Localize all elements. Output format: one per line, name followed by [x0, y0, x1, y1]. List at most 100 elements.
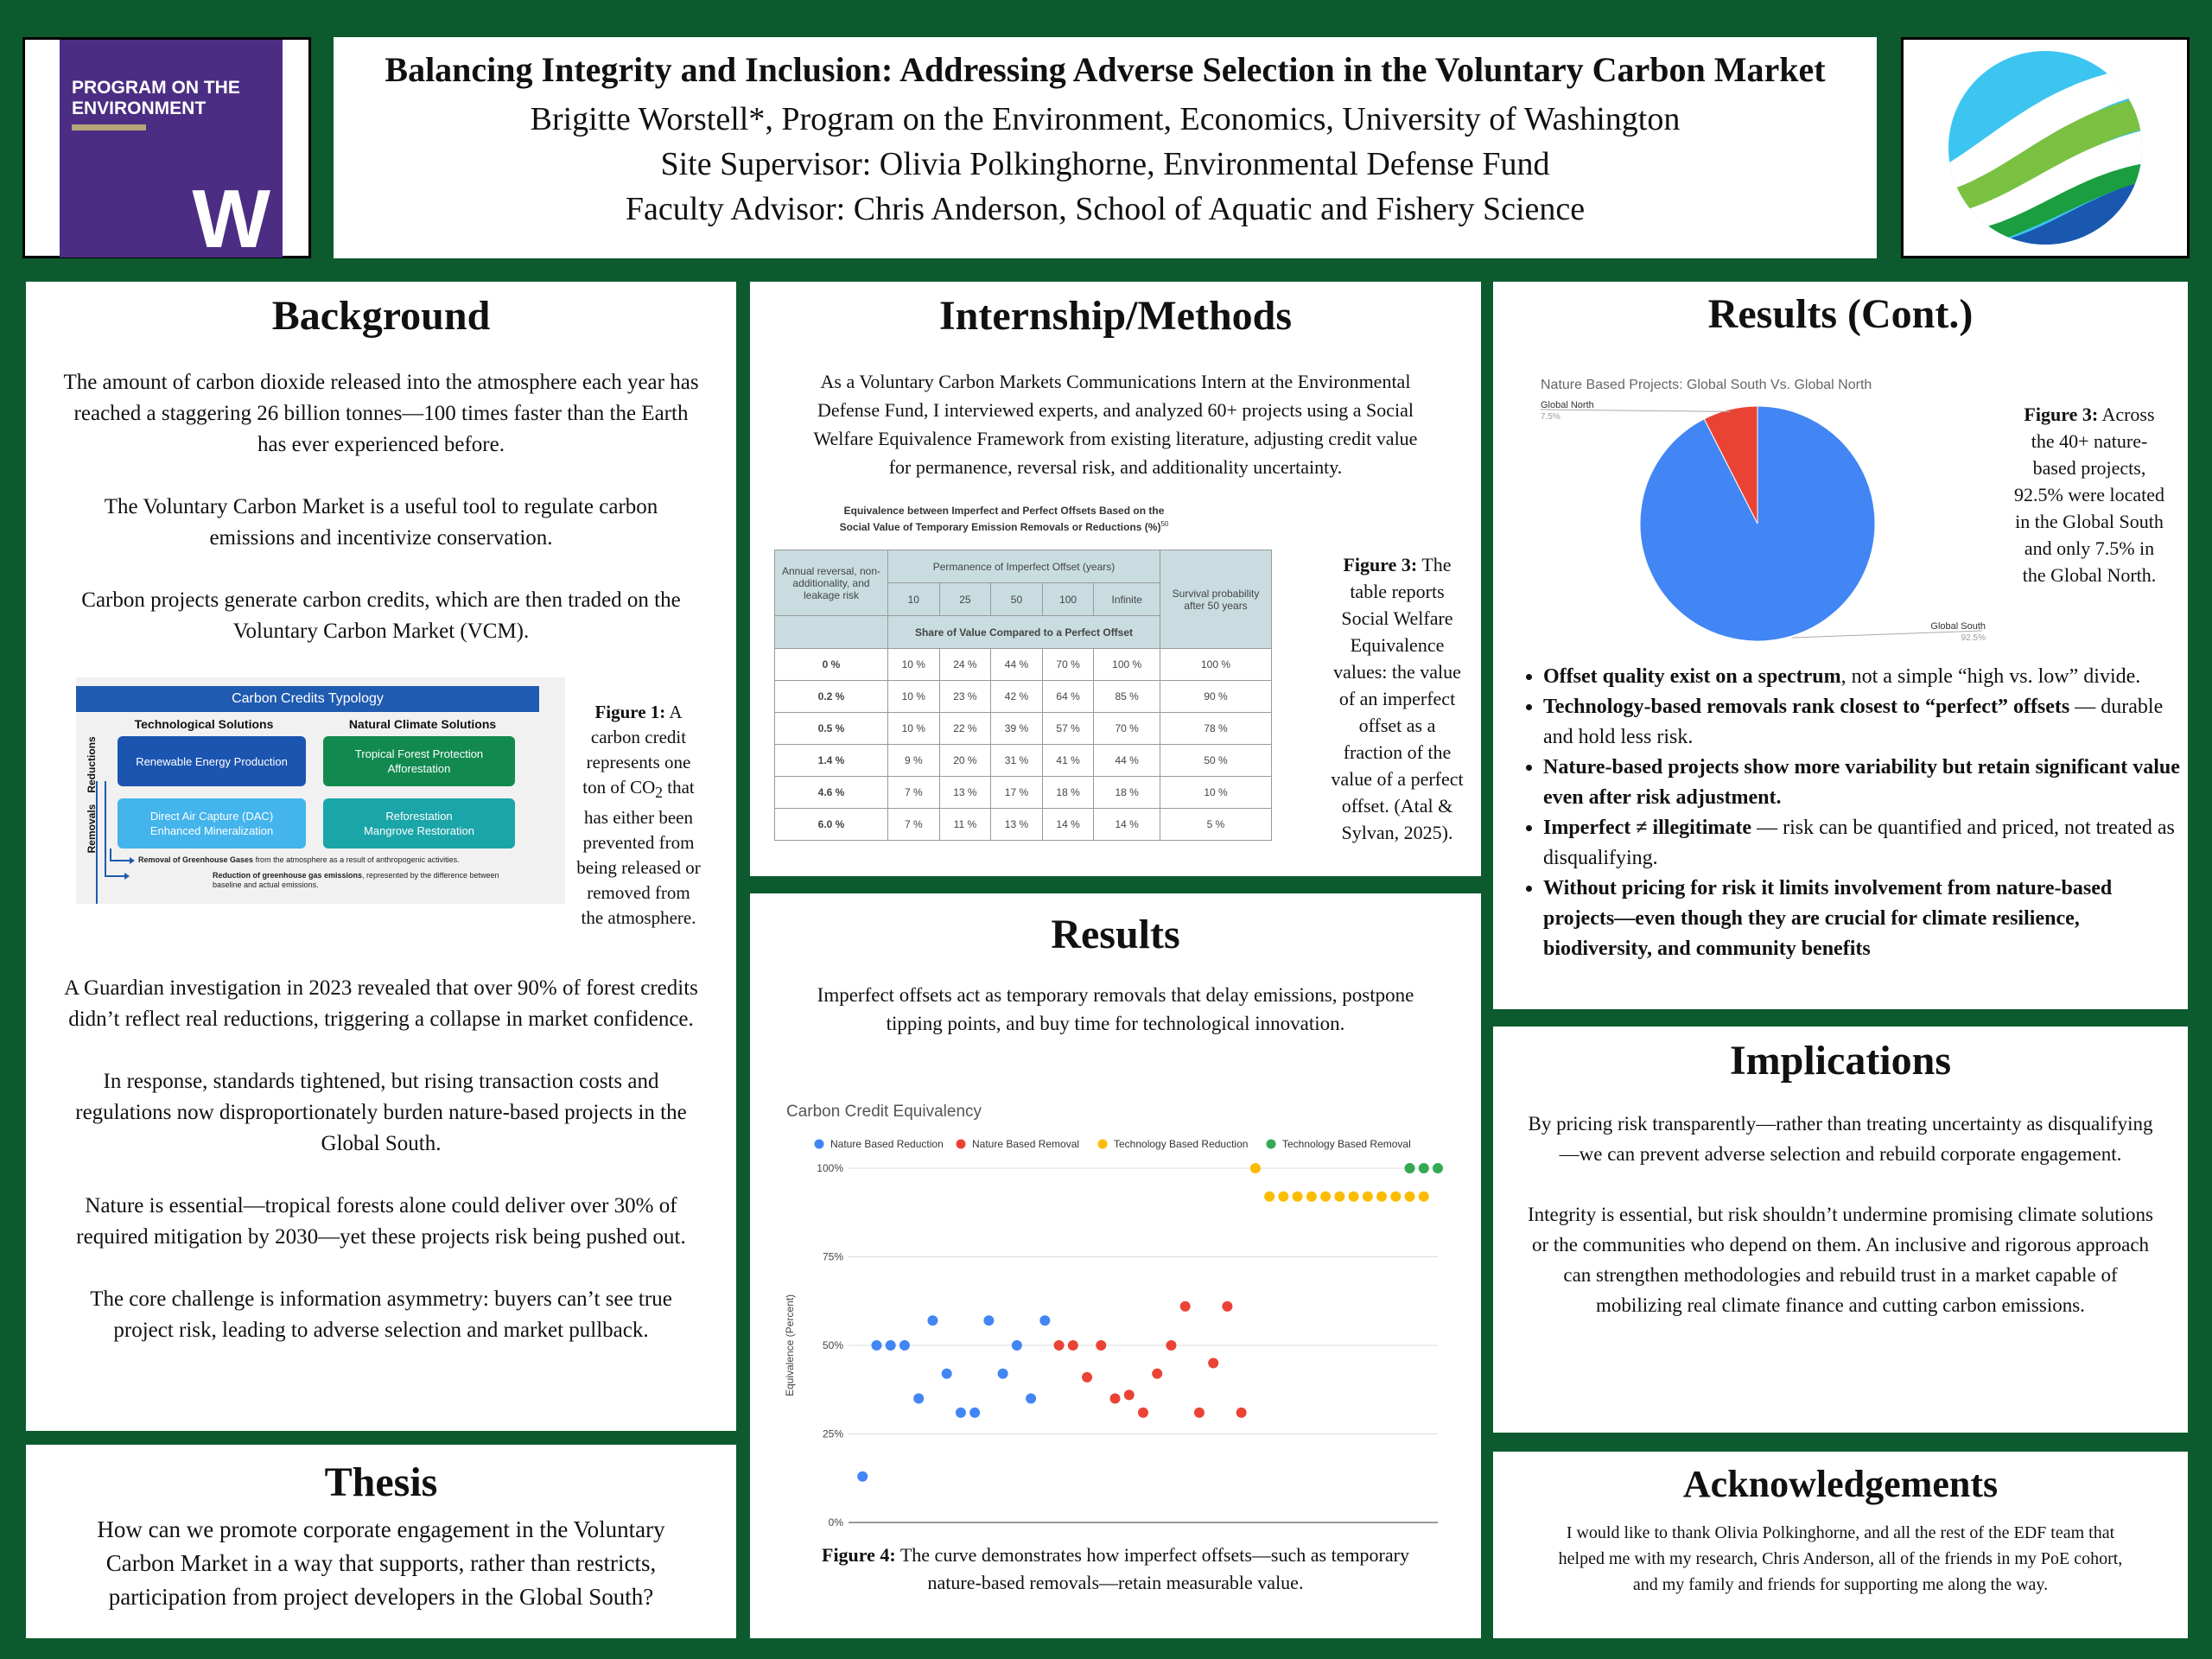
typology-cell-renewable: Renewable Energy Production [118, 736, 306, 786]
scatter-point [1433, 1163, 1443, 1173]
background-p2: The Voluntary Carbon Market is a useful … [104, 495, 658, 550]
table-value-cell: 100 % [1093, 648, 1160, 681]
scatter-point [913, 1393, 925, 1404]
legend-marker [1266, 1139, 1276, 1149]
scatter-point [1011, 1340, 1022, 1351]
background-p3: Carbon projects generate carbon credits,… [81, 588, 681, 643]
table-value-cell: 57 % [1041, 712, 1095, 745]
table-value-cell: 24 % [938, 648, 992, 681]
scatter-point [1082, 1371, 1093, 1382]
results-bullet: Technology-based removals rank closest t… [1543, 692, 2183, 753]
methods-text: As a Voluntary Carbon Markets Communicat… [813, 371, 1418, 478]
background-p5: In response, standards tightened, but ri… [75, 1070, 687, 1155]
scatter-point [1306, 1191, 1317, 1202]
acknowledgements-text: I would like to thank Olivia Polkinghorn… [1558, 1523, 2123, 1594]
background-heading: Background [271, 293, 491, 339]
table-row: 4.6 % 7 % 13 % 17 % 18 % 18 % 10 % [774, 776, 1272, 809]
equivalence-table-title-1: Equivalence between Imperfect and Perfec… [843, 505, 1165, 517]
typology-note-reduction-a: , represented by the difference between [362, 871, 499, 880]
table-value-cell: 39 % [990, 712, 1043, 745]
global-south-pie-chart: Nature Based Projects: Global South Vs. … [1540, 378, 1986, 643]
scatter-point [857, 1471, 868, 1482]
equivalence-table-title: Equivalence between Imperfect and Perfec… [766, 504, 1243, 534]
edf-logo-icon [1948, 51, 2142, 245]
scatter-point [1208, 1357, 1219, 1369]
table-row: 0 % 10 % 24 % 44 % 70 % 100 % 100 % [774, 648, 1272, 681]
scatter-point [983, 1315, 995, 1326]
legend-marker [814, 1139, 824, 1149]
figure3-table-label: Figure 3: [1343, 554, 1418, 575]
figure1-text-b: that has either been prevented from bein… [576, 777, 701, 929]
table-survival-cell: 100 % [1160, 648, 1272, 681]
scatter-title: Carbon Credit Equivalency [786, 1103, 982, 1121]
scatter-point [1152, 1368, 1163, 1379]
table-value-cell: 10 % [887, 712, 940, 745]
equivalence-table-title-sup: 50 [1160, 520, 1169, 528]
equivalence-table-title-2-text: Social Value of Temporary Emission Remov… [839, 521, 1161, 533]
table-risk-cell: 0 % [774, 648, 888, 681]
scatter-point [1376, 1191, 1388, 1202]
table-value-cell: 13 % [938, 776, 992, 809]
table-survival-cell: 50 % [1160, 744, 1272, 777]
legend-label: Nature Based Reduction [830, 1138, 944, 1150]
y-tick-label: 25% [823, 1428, 843, 1440]
implications-panel: Implications By pricing risk transparent… [1493, 1027, 2188, 1433]
scatter-point [1193, 1407, 1205, 1418]
implications-p2: Integrity is essential, but risk shouldn… [1528, 1204, 2153, 1316]
scatter-point [1390, 1191, 1402, 1202]
scatter-point [1418, 1163, 1429, 1173]
table-value-cell: 10 % [887, 680, 940, 713]
results-bullet-bold: Without pricing for risk it limits invol… [1543, 877, 2113, 960]
scatter-point [927, 1315, 938, 1326]
typology-note-removal: Removal of Greenhouse Gases from the atm… [138, 855, 460, 864]
table-perm-header: Permanence of Imperfect Offset (years) [887, 550, 1160, 583]
scatter-point [1109, 1393, 1121, 1404]
table-risk-cell: 0.2 % [774, 680, 888, 713]
table-value-cell: 64 % [1041, 680, 1095, 713]
scatter-point [1039, 1315, 1051, 1326]
table-value-cell: 70 % [1093, 712, 1160, 745]
scatter-point [955, 1407, 966, 1418]
typology-col-tech: Technological Solutions [134, 717, 274, 731]
typology-col-nature: Natural Climate Solutions [348, 717, 497, 731]
results-bullet-bold: Technology-based removals rank closest t… [1543, 696, 2070, 718]
typology-note-reduction-bold: Reduction of greenhouse gas emissions [213, 871, 363, 880]
scatter-point [1264, 1191, 1275, 1202]
author-line: Brigitte Worstell*, Program on the Envir… [530, 101, 1681, 137]
table-row: 0.5 % 10 % 22 % 39 % 57 % 70 % 78 % [774, 712, 1272, 745]
y-tick-label: 50% [823, 1339, 843, 1351]
implications-p1: By pricing risk transparently—rather tha… [1528, 1113, 2153, 1165]
table-row: 0.2 % 10 % 23 % 42 % 64 % 85 % 90 % [774, 680, 1272, 713]
figure3-table-caption: Figure 3: The table reports Social Welfa… [1331, 551, 1464, 846]
results-cont-panel: Results (Cont.) Nature Based Projects: G… [1493, 282, 2188, 1009]
table-value-cell: 44 % [990, 648, 1043, 681]
scatter-point [1404, 1191, 1415, 1202]
typology-cell-forest: Tropical Forest Protection Afforestation [323, 736, 515, 786]
scatter-point [1348, 1191, 1359, 1202]
typology-title: Carbon Credits Typology [76, 686, 539, 712]
pie-value-south: 92.5% [1961, 633, 1986, 643]
figure4-text: The curve demonstrates how imperfect off… [895, 1544, 1409, 1593]
table-value-cell: 14 % [1093, 808, 1160, 841]
y-tick-label: 75% [823, 1251, 843, 1263]
typology-cell-dac-b: Enhanced Mineralization [149, 824, 274, 837]
figure1-label: Figure 1: [594, 702, 666, 722]
table-value-cell: 14 % [1041, 808, 1095, 841]
table-survival-cell: 78 % [1160, 712, 1272, 745]
figure1-sub: 2 [655, 784, 663, 802]
scatter-point [1026, 1393, 1037, 1404]
scatter-point [1278, 1191, 1289, 1202]
table-row: 6.0 % 7 % 11 % 13 % 14 % 14 % 5 % [774, 808, 1272, 841]
figure3-pie-label: Figure 3: [2024, 404, 2099, 425]
methods-heading: Internship/Methods [938, 293, 1293, 339]
figure3-pie-caption: Figure 3: Across the 40+ nature-based pr… [2012, 401, 2167, 588]
typology-note-reduction: Reduction of greenhouse gas emissions, r… [213, 871, 499, 890]
figure4-caption: Figure 4: The curve demonstrates how imp… [793, 1541, 1438, 1597]
scatter-point [1179, 1300, 1191, 1312]
program-logo-text: PROGRAM ON THE ENVIRONMENT [72, 78, 240, 118]
table-risk-cell: 1.4 % [774, 744, 888, 777]
results-bullet: Nature-based projects show more variabil… [1543, 753, 2183, 813]
table-value-cell: 18 % [1093, 776, 1160, 809]
title-box: Balancing Integrity and Inclusion: Addre… [334, 37, 1877, 258]
scatter-point [1166, 1340, 1177, 1351]
